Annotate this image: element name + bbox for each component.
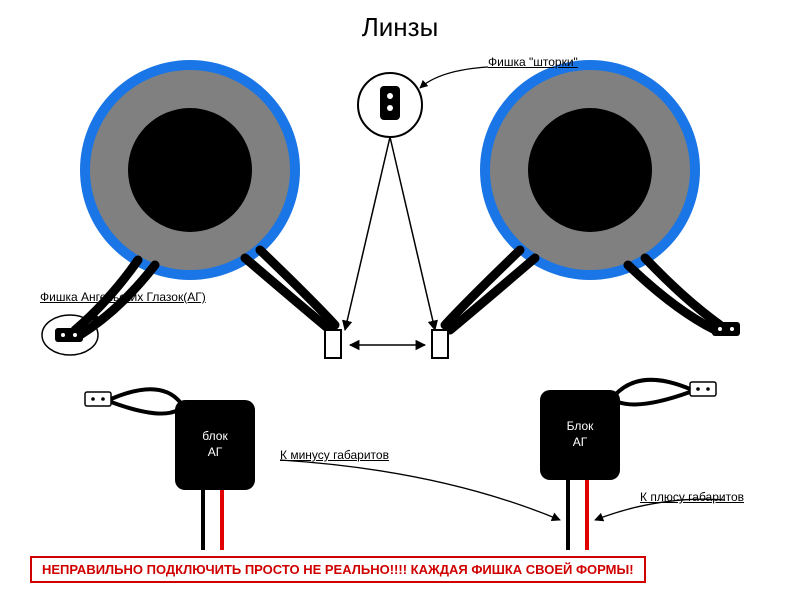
left-ag-block: блок АГ [85,389,255,550]
label-to-minus: К минусу габаритов [280,448,389,462]
svg-text:АГ: АГ [208,445,223,459]
svg-text:Блок: Блок [567,419,595,433]
warning-box: НЕПРАВИЛЬНО ПОДКЛЮЧИТЬ ПРОСТО НЕ РЕАЛЬНО… [30,556,646,583]
right-lens [480,60,700,280]
right-ag-block: Блок АГ [540,380,716,550]
shtorki-connector [358,73,422,137]
left-lens [80,60,300,280]
label-angel-eyes: Фишка Ангельских Глазок(АГ) [40,290,206,304]
svg-text:АГ: АГ [573,435,588,449]
svg-text:блок: блок [202,429,228,443]
label-shtorki: Фишка "шторки" [488,55,578,69]
label-to-plus: К плюсу габаритов [640,490,744,504]
